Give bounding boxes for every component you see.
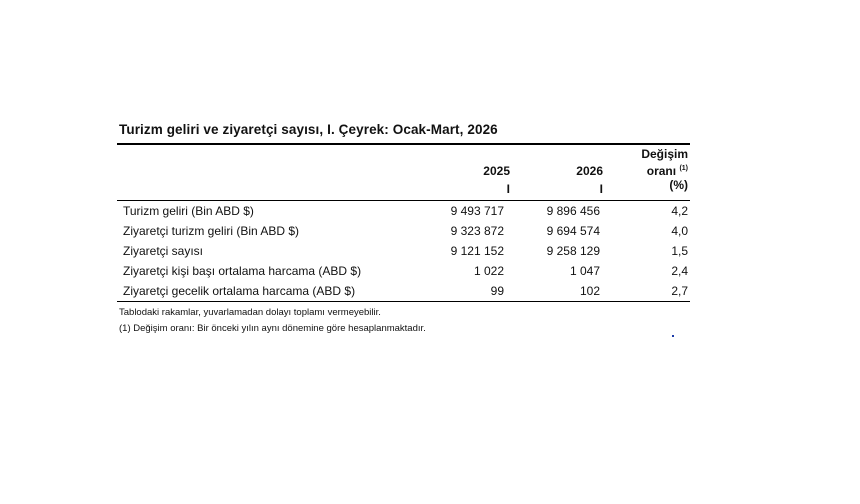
change-rate: 4,0	[671, 224, 688, 238]
header-change-word: oranı	[646, 163, 677, 178]
header-year-2025: 2025	[483, 164, 510, 178]
value-2025: 99	[490, 284, 504, 298]
table-row: Ziyaretçi sayısı 9 121 152 9 258 129 1,5	[117, 241, 690, 261]
table-row: Ziyaretçi kişi başı ortalama harcama (AB…	[117, 261, 690, 281]
header-change-footnote-ref: (1)	[679, 164, 688, 172]
table-notes: Tablodaki rakamlar, yuvarlamadan dolayı …	[117, 305, 690, 337]
table-row: Ziyaretçi turizm geliri (Bin ABD $) 9 323…	[117, 221, 690, 241]
header-change-unit: (%)	[669, 178, 688, 192]
value-2026: 9 694 574	[546, 224, 600, 238]
value-2026: 1 047	[569, 264, 600, 278]
stray-dot	[672, 335, 674, 337]
table-title: Turizm geliri ve ziyaretçi sayısı, I. Çe…	[119, 122, 498, 137]
header-change-line2: oranı (1)	[641, 162, 688, 179]
statistics-table-document: Turizm geliri ve ziyaretçi sayısı, I. Çe…	[117, 122, 690, 337]
table-row: Turizm geliri (Bin ABD $) 9 493 717 9 896 …	[117, 201, 690, 221]
value-2025: 9 121 152	[450, 244, 504, 258]
change-rate: 2,4	[671, 264, 688, 278]
header-change-rate: Değişim oranı (1) (%)	[641, 147, 688, 193]
bottom-rule	[117, 301, 690, 302]
top-rule	[117, 143, 690, 145]
table-row: Ziyaretçi gecelik ortalama harcama (ABD …	[117, 281, 690, 301]
change-rate: 4,2	[671, 204, 688, 218]
value-2026: 102	[579, 284, 600, 298]
header-quarter-2025: I	[506, 182, 510, 196]
value-2026: 9 896 456	[546, 204, 600, 218]
header-rule	[117, 200, 690, 201]
header-quarter-2026: I	[599, 182, 603, 196]
header-change-line1: Değişim	[641, 147, 688, 161]
value-2025: 9 493 717	[450, 204, 504, 218]
row-label: Ziyaretçi sayısı	[123, 244, 204, 258]
data-table: Turizm geliri (Bin ABD $) 9 493 717 9 896 …	[117, 201, 690, 301]
header-year-2026: 2026	[576, 164, 603, 178]
change-rate: 1,5	[671, 244, 688, 258]
note-rounding: Tablodaki rakamlar, yuvarlamadan dolayı …	[119, 307, 381, 318]
table-header: 2025 I 2026 I Değişim oranı (1) (%)	[117, 145, 690, 200]
value-2025: 1 022	[473, 264, 504, 278]
row-label: Ziyaretçi kişi başı ortalama harcama (AB…	[123, 264, 362, 278]
row-label: Ziyaretçi turizm geliri (Bin ABD $)	[123, 224, 300, 238]
change-rate: 2,7	[671, 284, 688, 298]
note-change-rate: (1) Değişim oranı: Bir önceki yılın aynı…	[119, 323, 426, 334]
row-label: Ziyaretçi gecelik ortalama harcama (ABD …	[123, 284, 356, 298]
value-2025: 9 323 872	[450, 224, 504, 238]
row-label: Turizm geliri (Bin ABD $)	[123, 204, 254, 218]
value-2026: 9 258 129	[546, 244, 600, 258]
